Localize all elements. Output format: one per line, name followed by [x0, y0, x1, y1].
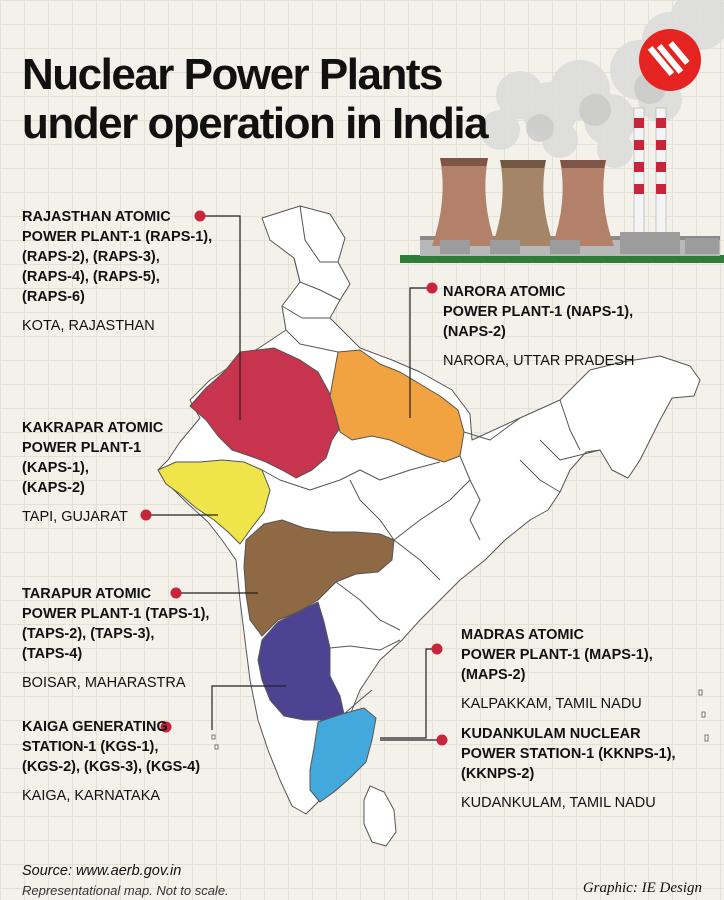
plant-name-line: KAKRAPAR ATOMIC — [22, 420, 164, 436]
plant-kudankulam: KUDANKULAM NUCLEAR POWER STATION-1 (KKNP… — [461, 724, 676, 812]
kudankulam-marker — [436, 734, 448, 746]
plant-name: KUDANKULAM NUCLEAR POWER STATION-1 (KKNP… — [461, 724, 676, 784]
graphic-credit: Graphic: IE Design — [582, 880, 702, 896]
narora-marker — [426, 282, 438, 294]
plant-name: MADRAS ATOMIC POWER PLANT-1 (MAPS-1), (M… — [461, 625, 653, 685]
plant-name-line: KAIGA GENERATING — [22, 719, 168, 735]
plant-location: BOISAR, MAHARASTRA — [22, 675, 186, 691]
plant-name-line: (MAPS-2) — [461, 667, 526, 683]
source-text: Source: www.aerb.gov.in — [22, 863, 182, 879]
plant-location: KALPAKKAM, TAMIL NADU — [461, 696, 642, 712]
plant-location: KAIGA, KARNATAKA — [22, 788, 161, 804]
rajasthan-state — [189, 347, 341, 479]
plant-name-line: STATION-1 (KGS-1), — [22, 739, 159, 755]
plant-name-line: POWER PLANT-1 (MAPS-1), — [461, 647, 653, 663]
plant-name-line: (NAPS-2) — [443, 324, 506, 340]
plant-name: NARORA ATOMIC POWER PLANT-1 (NAPS-1), (N… — [443, 282, 634, 342]
plant-name-line: (KGS-2), (KGS-3), (KGS-4) — [22, 759, 201, 775]
plant-name: RAJASTHAN ATOMIC POWER PLANT-1 (RAPS-1),… — [22, 207, 212, 307]
plant-name-line: (RAPS-2), (RAPS-3), — [22, 249, 160, 265]
kakrapar-marker — [140, 509, 152, 521]
maharashtra-state — [243, 519, 395, 637]
plant-kaiga: KAIGA GENERATING STATION-1 (KGS-1), (KGS… — [22, 717, 200, 805]
plant-name-line: (KAPS-2) — [22, 480, 85, 496]
plant-name-line: (KKNPS-2) — [461, 766, 535, 782]
plant-tarapur: TARAPUR ATOMIC POWER PLANT-1 (TAPS-1), (… — [22, 584, 209, 692]
plant-name-line: (RAPS-4), (RAPS-5), — [22, 269, 160, 285]
tarapur-marker — [170, 587, 182, 599]
rajasthan-leader-line — [200, 215, 241, 420]
plant-madras: MADRAS ATOMIC POWER PLANT-1 (MAPS-1), (M… — [461, 625, 653, 713]
title-line-1: Nuclear Power Plants — [22, 50, 443, 99]
kaiga-leader-line — [211, 685, 286, 730]
plant-name-line: NARORA ATOMIC — [443, 284, 566, 300]
page-title: Nuclear Power Plants under operation in … — [22, 50, 489, 148]
plant-name-line: KUDANKULAM NUCLEAR — [461, 726, 641, 742]
kaiga-marker — [160, 721, 172, 733]
plant-name-line: MADRAS ATOMIC — [461, 627, 584, 643]
plant-location: TAPI, GUJARAT — [22, 509, 128, 525]
uttar-pradesh-state — [329, 349, 465, 463]
title-line-2: under operation in India — [22, 99, 489, 148]
karnataka-state — [257, 601, 345, 721]
tamil-nadu-state — [309, 707, 377, 803]
plant-rajasthan: RAJASTHAN ATOMIC POWER PLANT-1 (RAPS-1),… — [22, 207, 212, 335]
gujarat-state — [157, 459, 271, 545]
plant-location: NARORA, UTTAR PRADESH — [443, 353, 635, 369]
plant-location: KUDANKULAM, TAMIL NADU — [461, 795, 656, 811]
plant-name-line: POWER PLANT-1 (NAPS-1), — [443, 304, 634, 320]
narora-leader-line — [409, 287, 432, 418]
plant-name-line: (RAPS-6) — [22, 289, 85, 305]
plant-name-line: POWER STATION-1 (KKNPS-1), — [461, 746, 676, 762]
footer: Source: www.aerb.gov.in Representational… — [22, 862, 229, 900]
plant-location: KOTA, RAJASTHAN — [22, 318, 155, 334]
plant-name: TARAPUR ATOMIC POWER PLANT-1 (TAPS-1), (… — [22, 584, 209, 664]
plant-name-line: POWER PLANT-1 — [22, 440, 142, 456]
plant-name-line: (TAPS-2), (TAPS-3), — [22, 626, 155, 642]
madras-marker — [431, 643, 443, 655]
rajasthan-marker — [194, 210, 206, 222]
disclaimer-text: Representational map. Not to scale. — [22, 883, 229, 898]
madras-leader-line — [380, 648, 437, 739]
plant-name: KAKRAPAR ATOMIC POWER PLANT-1 (KAPS-1), … — [22, 418, 163, 498]
plant-name-line: POWER PLANT-1 (RAPS-1), — [22, 229, 213, 245]
plant-name-line: POWER PLANT-1 (TAPS-1), — [22, 606, 210, 622]
plant-narora: NARORA ATOMIC POWER PLANT-1 (NAPS-1), (N… — [443, 282, 634, 370]
plant-name-line: RAJASTHAN ATOMIC — [22, 209, 171, 225]
ie-logo-icon — [639, 29, 701, 91]
plant-name-line: TARAPUR ATOMIC — [22, 586, 152, 602]
sri-lanka-outline — [363, 785, 397, 847]
plant-name-line: (KAPS-1), — [22, 460, 89, 476]
plant-name-line: (TAPS-4) — [22, 646, 83, 662]
plant-kakrapar: KAKRAPAR ATOMIC POWER PLANT-1 (KAPS-1), … — [22, 418, 163, 526]
plant-name: KAIGA GENERATING STATION-1 (KGS-1), (KGS… — [22, 717, 200, 777]
